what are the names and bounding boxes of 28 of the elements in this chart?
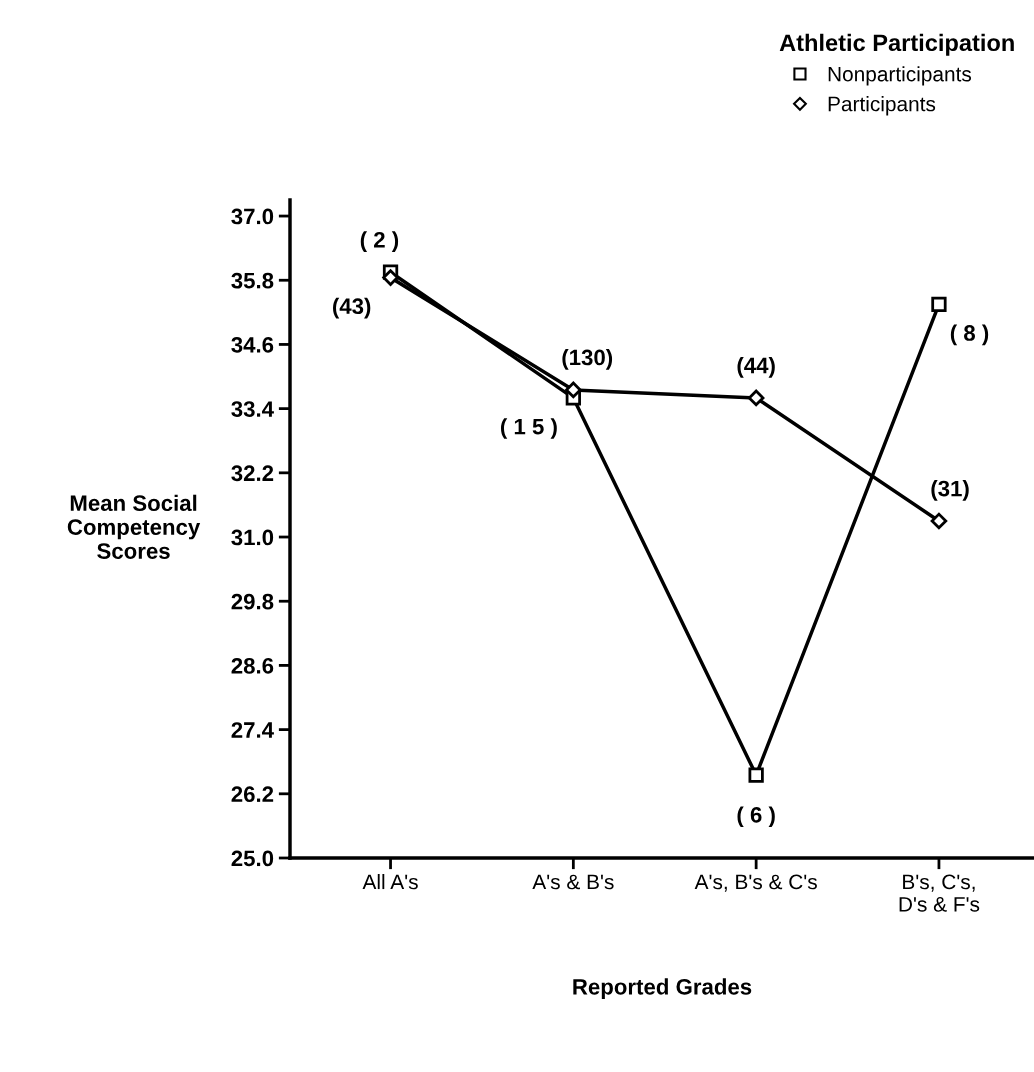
x-axis-title: Reported Grades — [573, 978, 752, 1000]
y-axis-title: Mean Social Competency Scores — [67, 494, 201, 559]
annotation: ( 2 ) — [360, 231, 399, 253]
annotation: (31) — [931, 480, 969, 501]
y-tick-label: 31.0 — [231, 529, 274, 546]
y-tick-label: 35.8 — [231, 272, 274, 289]
y-tick-label: 33.4 — [231, 401, 274, 417]
x-tick-label: A's, B's & C's — [694, 874, 817, 892]
legend-label: Participants — [828, 96, 936, 116]
annotation: (43) — [333, 297, 371, 319]
annotation: ( 6 ) — [737, 806, 775, 828]
annotation: (44) — [737, 357, 775, 378]
y-tick-label: 37.0 — [231, 208, 274, 225]
y-tick-label: 26.2 — [231, 786, 274, 803]
annotation: (130) — [562, 349, 613, 370]
annotation: ( 1 5 ) — [500, 418, 557, 439]
legend-title: Athletic Participation — [779, 33, 1014, 56]
y-tick-label: 25.0 — [231, 850, 274, 867]
x-tick-label: A's & B's — [532, 874, 614, 890]
annotation: ( 8 ) — [950, 324, 989, 346]
x-tick-label: B's, C's, D's & F's — [899, 874, 980, 912]
x-tick-label: All A's — [362, 873, 418, 890]
y-tick-label: 32.2 — [231, 465, 274, 482]
legend-label: Nonparticipants — [828, 66, 972, 86]
y-tick-label: 29.8 — [231, 593, 274, 610]
y-tick-label: 27.4 — [231, 722, 274, 738]
y-tick-label: 28.6 — [231, 657, 274, 674]
y-tick-label: 34.6 — [231, 336, 274, 353]
